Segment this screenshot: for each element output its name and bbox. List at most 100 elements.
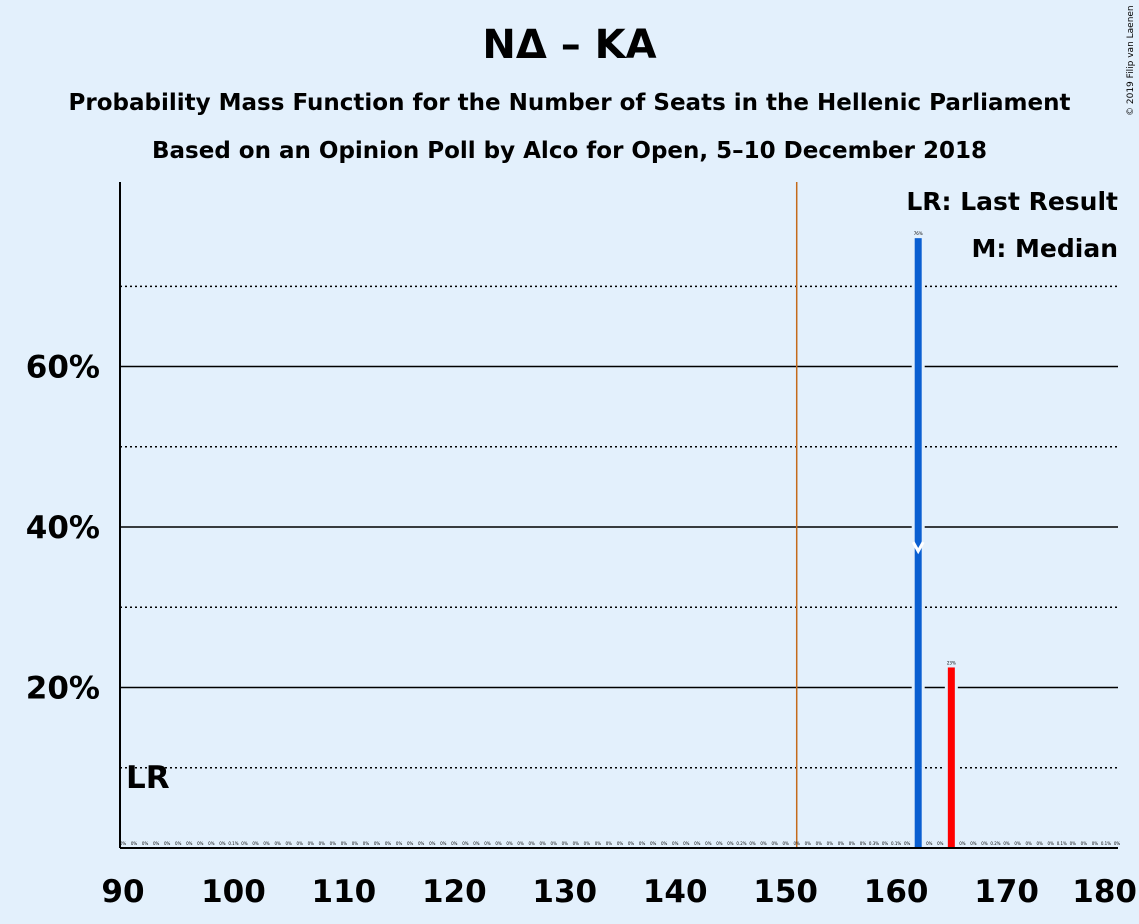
baseline-value-label: 0% — [263, 841, 270, 846]
axes — [119, 182, 1118, 849]
baseline-value-label: 0% — [661, 841, 668, 846]
legend-median: M: Median — [971, 234, 1118, 263]
baseline-value-label: 0% — [628, 841, 635, 846]
baseline-value-label: 0% — [1003, 841, 1010, 846]
x-tick-label: 150 — [753, 874, 818, 910]
chart-subtitle: Probability Mass Function for the Number… — [68, 90, 1071, 116]
x-tick-label: 130 — [532, 874, 597, 910]
baseline-value-label: 0% — [816, 841, 823, 846]
legend-last-result: LR: Last Result — [906, 187, 1118, 216]
baseline-value-label: 0% — [308, 841, 315, 846]
baseline-value-label: 0% — [584, 841, 591, 846]
baseline-value-label: 0% — [694, 841, 701, 846]
baseline-value-label: 0% — [1092, 841, 1099, 846]
baseline-value-label: 0% — [1070, 841, 1077, 846]
baseline-value-label: 0.1% — [891, 841, 901, 846]
bars — [911, 238, 958, 848]
baseline-value-label: 0.1% — [1057, 841, 1067, 846]
baseline-value-label: 0% — [1037, 841, 1044, 846]
baseline-value-label: 0% — [551, 841, 558, 846]
baseline-value-label: 0% — [1025, 841, 1032, 846]
x-tick-label: 100 — [201, 874, 266, 910]
baseline-value-label: 0% — [120, 841, 127, 846]
chart-title: ΝΔ – ΚΑ — [482, 22, 657, 68]
baseline-value-label: 0% — [970, 841, 977, 846]
bar-value-label: 76% — [914, 231, 923, 236]
y-tick-label: 40% — [26, 510, 100, 546]
baseline-value-label: 0.2% — [990, 841, 1000, 846]
baseline-value-label: 0% — [219, 841, 226, 846]
baseline-value-label: 0% — [1081, 841, 1088, 846]
baseline-value-label: 0% — [595, 841, 602, 846]
baseline-value-label: 0% — [374, 841, 381, 846]
baseline-value-label: 0.2% — [736, 841, 746, 846]
baseline-value-label: 0% — [341, 841, 348, 846]
baseline-value-label: 0% — [827, 841, 834, 846]
baseline-value-label: 0% — [153, 841, 160, 846]
baseline-value-label: 0% — [716, 841, 723, 846]
baseline-value-label: 0.1% — [228, 841, 238, 846]
baseline-value-label: 0% — [252, 841, 259, 846]
x-tick-label: 90 — [101, 874, 144, 910]
baseline-value-label: 0% — [749, 841, 756, 846]
baseline-value-label: 0% — [473, 841, 480, 846]
baseline-value-label: 0% — [274, 841, 281, 846]
baseline-value-label: 0% — [528, 841, 535, 846]
baseline-value-label: 0.1% — [1101, 841, 1111, 846]
baseline-value-label: 0% — [705, 841, 712, 846]
baseline-value-label: 0% — [142, 841, 149, 846]
baseline-value-label: 0% — [860, 841, 867, 846]
baseline-value-label: 0% — [352, 841, 359, 846]
baseline-value-label: 0% — [208, 841, 215, 846]
x-tick-label: 110 — [312, 874, 377, 910]
baseline-value-label: 0% — [186, 841, 193, 846]
baseline-value-label: 0% — [1014, 841, 1021, 846]
baseline-value-label: 0% — [131, 841, 138, 846]
baseline-value-label: 0% — [926, 841, 933, 846]
baseline-value-label: 0% — [573, 841, 580, 846]
y-tick-label: 20% — [26, 671, 100, 707]
baseline-value-label: 0% — [672, 841, 679, 846]
baseline-value-label: 0% — [981, 841, 988, 846]
baseline-value-label: 0% — [805, 841, 812, 846]
baseline-value-label: 0% — [363, 841, 370, 846]
bar — [947, 667, 955, 848]
baseline-value-label: 0% — [285, 841, 292, 846]
baseline-value-label: 0% — [562, 841, 569, 846]
baseline-value-label: 0% — [1114, 841, 1121, 846]
x-tick-label: 120 — [422, 874, 487, 910]
labels: 20%40%60%76%23%0% 0% 0% 0% 0% 0% 0% 0% 0% 0% 0.1% 0… — [26, 231, 1137, 910]
baseline-value-label: 0% — [782, 841, 789, 846]
baseline-value-label: 0% — [771, 841, 778, 846]
baseline-value-label: 0% — [959, 841, 966, 846]
baseline-value-label: 0% — [683, 841, 690, 846]
baseline-value-label: 0% — [330, 841, 337, 846]
baseline-value-label: 0% — [517, 841, 524, 846]
baseline-value-label: 0% — [794, 841, 801, 846]
x-tick-label: 140 — [643, 874, 708, 910]
baseline-value-label: 0% — [385, 841, 392, 846]
baseline-value-label: 0% — [904, 841, 911, 846]
baseline-value-label: 0% — [495, 841, 502, 846]
baseline-value-label: 0% — [838, 841, 845, 846]
baseline-value-label: 0% — [937, 841, 944, 846]
x-tick-label: 160 — [864, 874, 929, 910]
baseline-value-label: 0% — [164, 841, 171, 846]
x-tick-label: 170 — [974, 874, 1039, 910]
baseline-value-label: 0.3% — [869, 841, 879, 846]
y-tick-label: 60% — [26, 350, 100, 386]
baseline-value-label: 0% — [617, 841, 624, 846]
baseline-value-label: 0% — [241, 841, 248, 846]
baseline-value-label: 0% — [506, 841, 513, 846]
baseline-value-label: 0% — [407, 841, 414, 846]
baseline-value-label: 0% — [606, 841, 613, 846]
bar — [914, 238, 922, 848]
baseline-value-label: 0% — [429, 841, 436, 846]
baseline-value-label: 0% — [639, 841, 646, 846]
gridlines — [120, 182, 1118, 848]
baseline-value-label: 0% — [175, 841, 182, 846]
baseline-value-label: 0% — [650, 841, 657, 846]
median-marker — [911, 541, 925, 555]
baseline-value-label: 0% — [484, 841, 491, 846]
baseline-value-label: 0% — [297, 841, 304, 846]
